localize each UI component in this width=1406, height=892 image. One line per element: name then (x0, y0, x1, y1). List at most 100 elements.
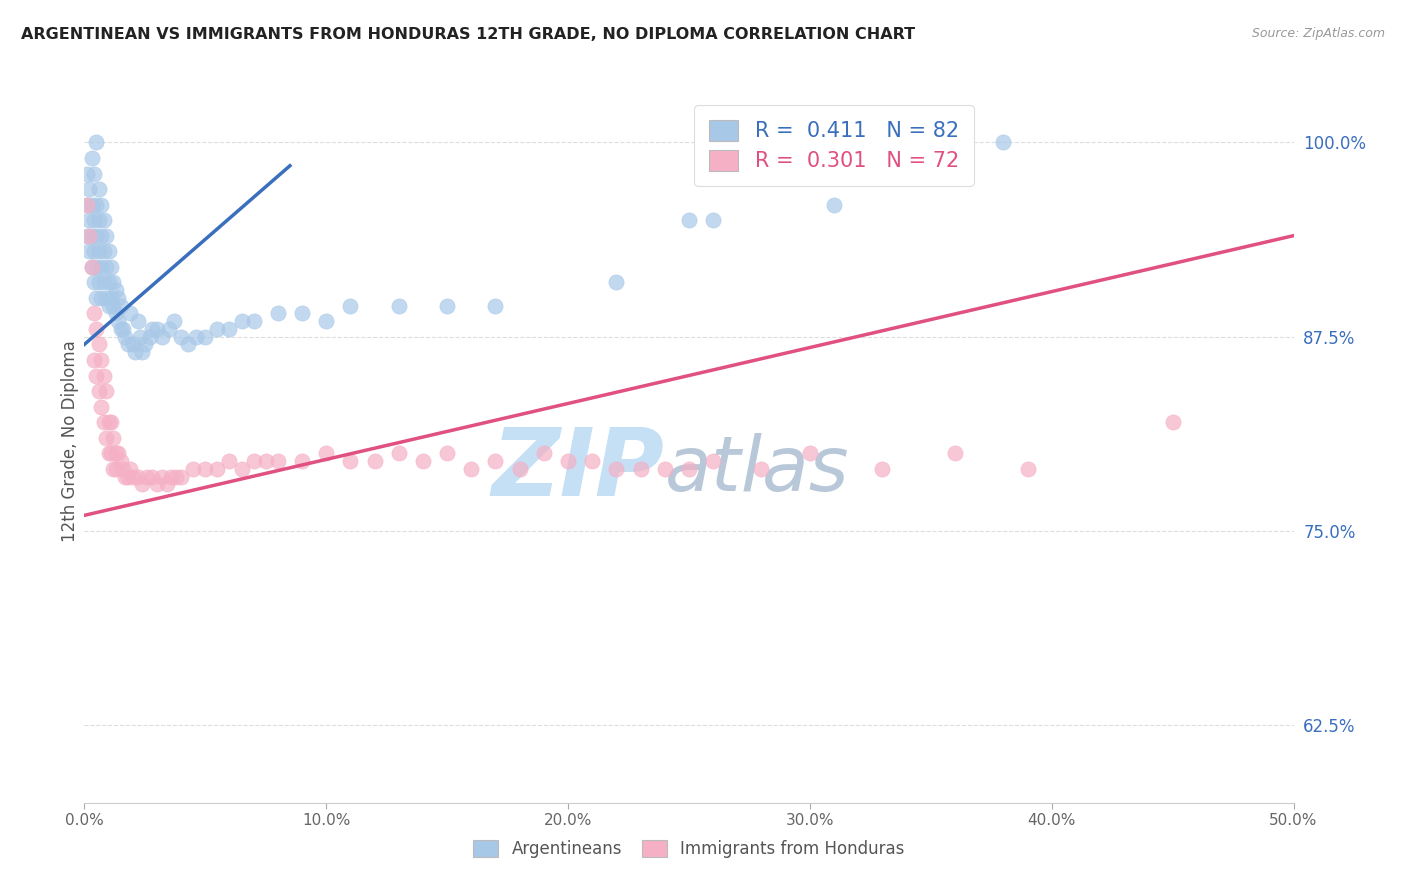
Point (436, 299, 458, 313)
Point (104, 446, 127, 460)
Point (110, 299, 132, 313)
Point (93, 275, 115, 289)
Point (110, 322, 132, 336)
Point (94, 431, 117, 445)
Point (107, 291, 129, 305)
Point (107, 314, 129, 328)
Point (117, 337, 139, 351)
Point (83, 353, 105, 368)
Point (1017, 461, 1039, 475)
Point (460, 461, 482, 475)
Point (103, 275, 125, 289)
Point (90, 400, 112, 414)
Point (97, 244, 120, 259)
Point (100, 415, 122, 429)
Point (97, 299, 120, 313)
Point (93, 415, 115, 429)
Point (605, 275, 627, 289)
Point (157, 322, 180, 336)
Point (131, 345, 153, 359)
Point (83, 244, 105, 259)
Point (80, 228, 103, 243)
Point (76, 228, 98, 243)
Point (86, 260, 108, 274)
Point (104, 306, 127, 320)
Point (872, 461, 894, 475)
Point (678, 461, 700, 475)
Point (605, 461, 627, 475)
Point (581, 454, 603, 468)
Point (557, 454, 579, 468)
Point (80, 197, 103, 211)
Point (110, 454, 132, 468)
Point (150, 329, 173, 343)
Point (823, 197, 845, 211)
Point (94, 228, 117, 243)
Point (83, 213, 105, 227)
Point (136, 469, 159, 483)
Point (86, 228, 108, 243)
Point (436, 446, 458, 460)
Point (86, 291, 108, 305)
Point (799, 446, 821, 460)
Point (194, 461, 217, 475)
Point (184, 329, 207, 343)
Point (103, 431, 125, 445)
Point (339, 299, 361, 313)
Point (93, 213, 115, 227)
Point (388, 446, 411, 460)
Point (90, 228, 112, 243)
Point (267, 454, 290, 468)
Point (129, 329, 152, 343)
Point (181, 461, 204, 475)
Point (77, 228, 100, 243)
Point (141, 469, 163, 483)
Point (218, 454, 240, 468)
Point (146, 477, 169, 491)
Point (80, 151, 103, 165)
Point (242, 314, 264, 328)
Point (76, 167, 98, 181)
Text: atlas: atlas (665, 434, 849, 508)
Point (100, 291, 122, 305)
Point (120, 461, 142, 475)
Point (412, 454, 434, 468)
Point (509, 461, 531, 475)
Point (87, 213, 110, 227)
Point (150, 469, 173, 483)
Point (90, 260, 112, 274)
Point (207, 322, 229, 336)
Point (170, 469, 193, 483)
Point (77, 213, 100, 227)
Point (86, 136, 108, 150)
Point (131, 477, 153, 491)
Point (97, 415, 120, 429)
Point (87, 384, 110, 398)
Point (97, 446, 120, 460)
Point (103, 461, 125, 475)
Point (654, 461, 676, 475)
Point (702, 454, 724, 468)
Point (94, 384, 117, 398)
Text: Source: ZipAtlas.com: Source: ZipAtlas.com (1251, 27, 1385, 40)
Point (315, 314, 337, 328)
Point (86, 197, 108, 211)
Point (751, 461, 773, 475)
Point (124, 345, 146, 359)
Point (231, 314, 253, 328)
Point (80, 260, 103, 274)
Legend: Argentineans, Immigrants from Honduras: Argentineans, Immigrants from Honduras (465, 832, 912, 867)
Point (107, 446, 129, 460)
Point (86, 368, 108, 383)
Point (702, 213, 724, 227)
Point (120, 306, 142, 320)
Point (218, 322, 240, 336)
Text: ARGENTINEAN VS IMMIGRANTS FROM HONDURAS 12TH GRADE, NO DIPLOMA CORRELATION CHART: ARGENTINEAN VS IMMIGRANTS FROM HONDURAS … (21, 27, 915, 42)
Point (194, 329, 217, 343)
Point (87, 337, 110, 351)
Point (127, 469, 149, 483)
Point (1161, 415, 1184, 429)
Point (170, 329, 193, 343)
Point (83, 306, 105, 320)
Point (87, 275, 110, 289)
